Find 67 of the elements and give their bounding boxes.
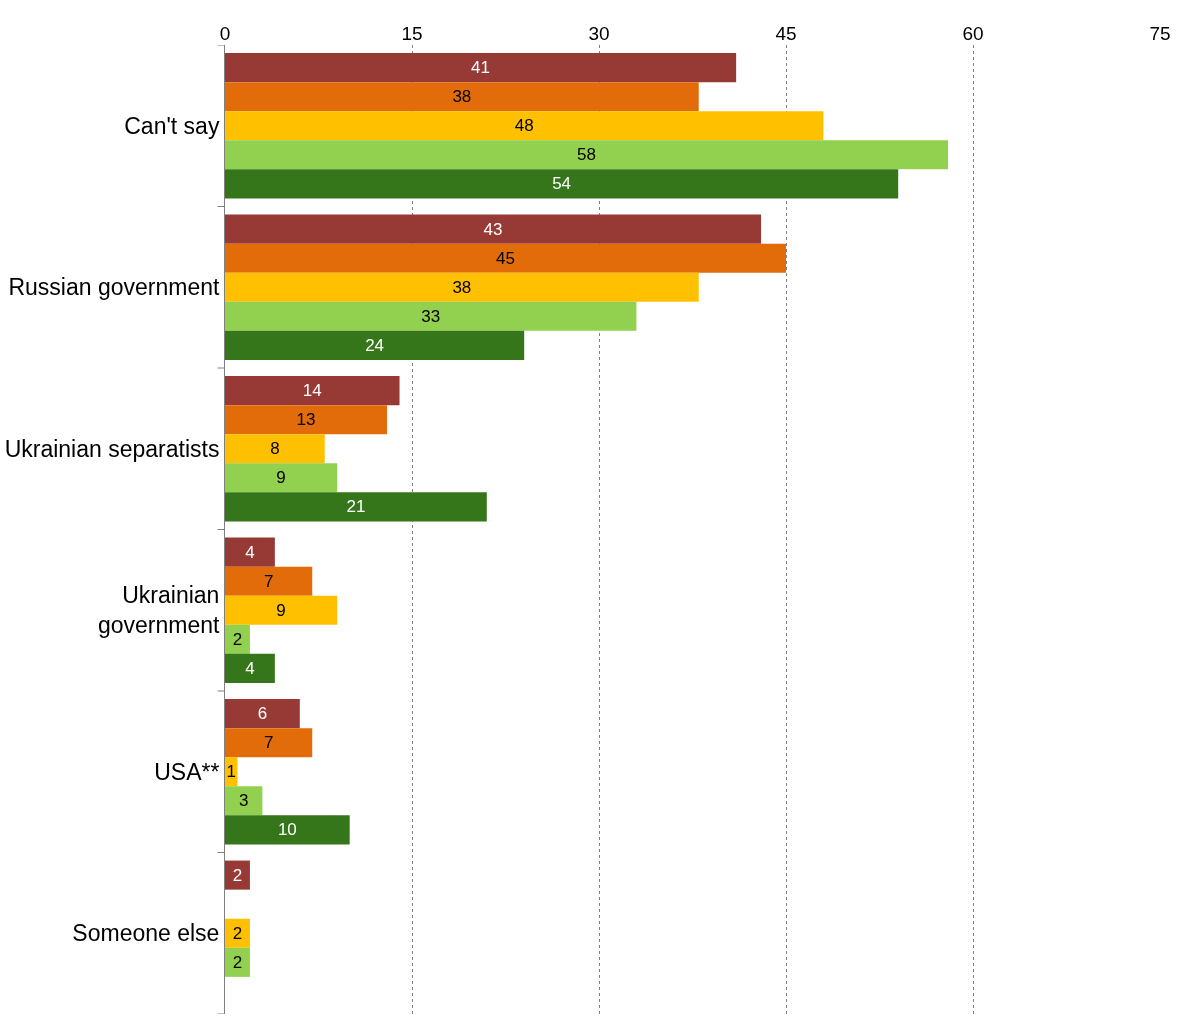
data-label: 7: [263, 733, 274, 753]
x-tick-label: 45: [775, 23, 797, 45]
data-label: 10: [277, 820, 297, 840]
bar: [225, 815, 350, 845]
bar: [225, 595, 338, 625]
bar: [225, 82, 699, 112]
y-tick-label: Ukrainian separatists: [4, 435, 220, 462]
data-label: 4: [245, 542, 255, 562]
bar: [225, 111, 824, 141]
data-label: 2: [232, 865, 243, 885]
data-label: 8: [270, 439, 280, 459]
data-label: 3: [238, 791, 249, 811]
y-tick-label: USA**: [154, 758, 220, 785]
bar: [225, 53, 737, 83]
data-label: 2: [232, 629, 243, 649]
bar: [225, 728, 313, 758]
bar: [225, 405, 388, 435]
bar: [225, 434, 325, 464]
bar: [225, 947, 250, 977]
x-tick-label: 15: [401, 23, 423, 45]
y-tick-label: Someone else: [72, 920, 220, 947]
bar: [225, 492, 487, 522]
bar: [225, 537, 275, 567]
bar: [225, 376, 400, 406]
bar: [225, 214, 762, 244]
data-label: 45: [496, 248, 515, 268]
x-tick-label: 60: [962, 23, 984, 45]
data-label: 9: [276, 468, 286, 488]
bar: [225, 169, 899, 199]
bar: [225, 140, 949, 170]
bar: [225, 860, 250, 890]
data-label: 6: [257, 704, 268, 724]
bar: [225, 918, 250, 948]
bar: [225, 786, 263, 816]
bar: [225, 463, 338, 493]
data-label: 21: [346, 497, 366, 517]
bar: [225, 653, 275, 683]
data-label: 9: [276, 600, 286, 620]
y-tick-label: Ukrainian government: [97, 582, 220, 639]
x-tick-label: 30: [588, 23, 610, 45]
data-label: 1: [226, 762, 236, 782]
data-label: 4: [245, 658, 255, 678]
data-label: 38: [452, 277, 472, 297]
data-label: 24: [365, 335, 385, 355]
data-label: 41: [471, 58, 491, 78]
y-tick-label: Russian government: [8, 274, 220, 301]
data-label: 54: [552, 174, 572, 194]
x-tick-label: 75: [1149, 23, 1171, 45]
data-label: 7: [263, 571, 274, 591]
data-label: 33: [421, 306, 441, 326]
bar: [225, 301, 637, 331]
y-tick-label: Can't say: [124, 112, 220, 139]
data-label: 13: [296, 410, 316, 430]
bar: [225, 624, 250, 654]
data-label: 2: [232, 952, 243, 972]
data-label: 14: [302, 381, 322, 401]
bar: [225, 699, 300, 729]
data-label: 38: [452, 87, 472, 107]
data-label: 58: [577, 145, 596, 165]
x-tick-label: 0: [219, 23, 231, 45]
bar: [225, 243, 786, 273]
bar: [225, 330, 525, 360]
data-label: 43: [483, 219, 503, 239]
bar: [225, 272, 699, 302]
data-label: 2: [232, 923, 243, 943]
bar: [225, 566, 313, 596]
data-label: 48: [514, 116, 534, 136]
